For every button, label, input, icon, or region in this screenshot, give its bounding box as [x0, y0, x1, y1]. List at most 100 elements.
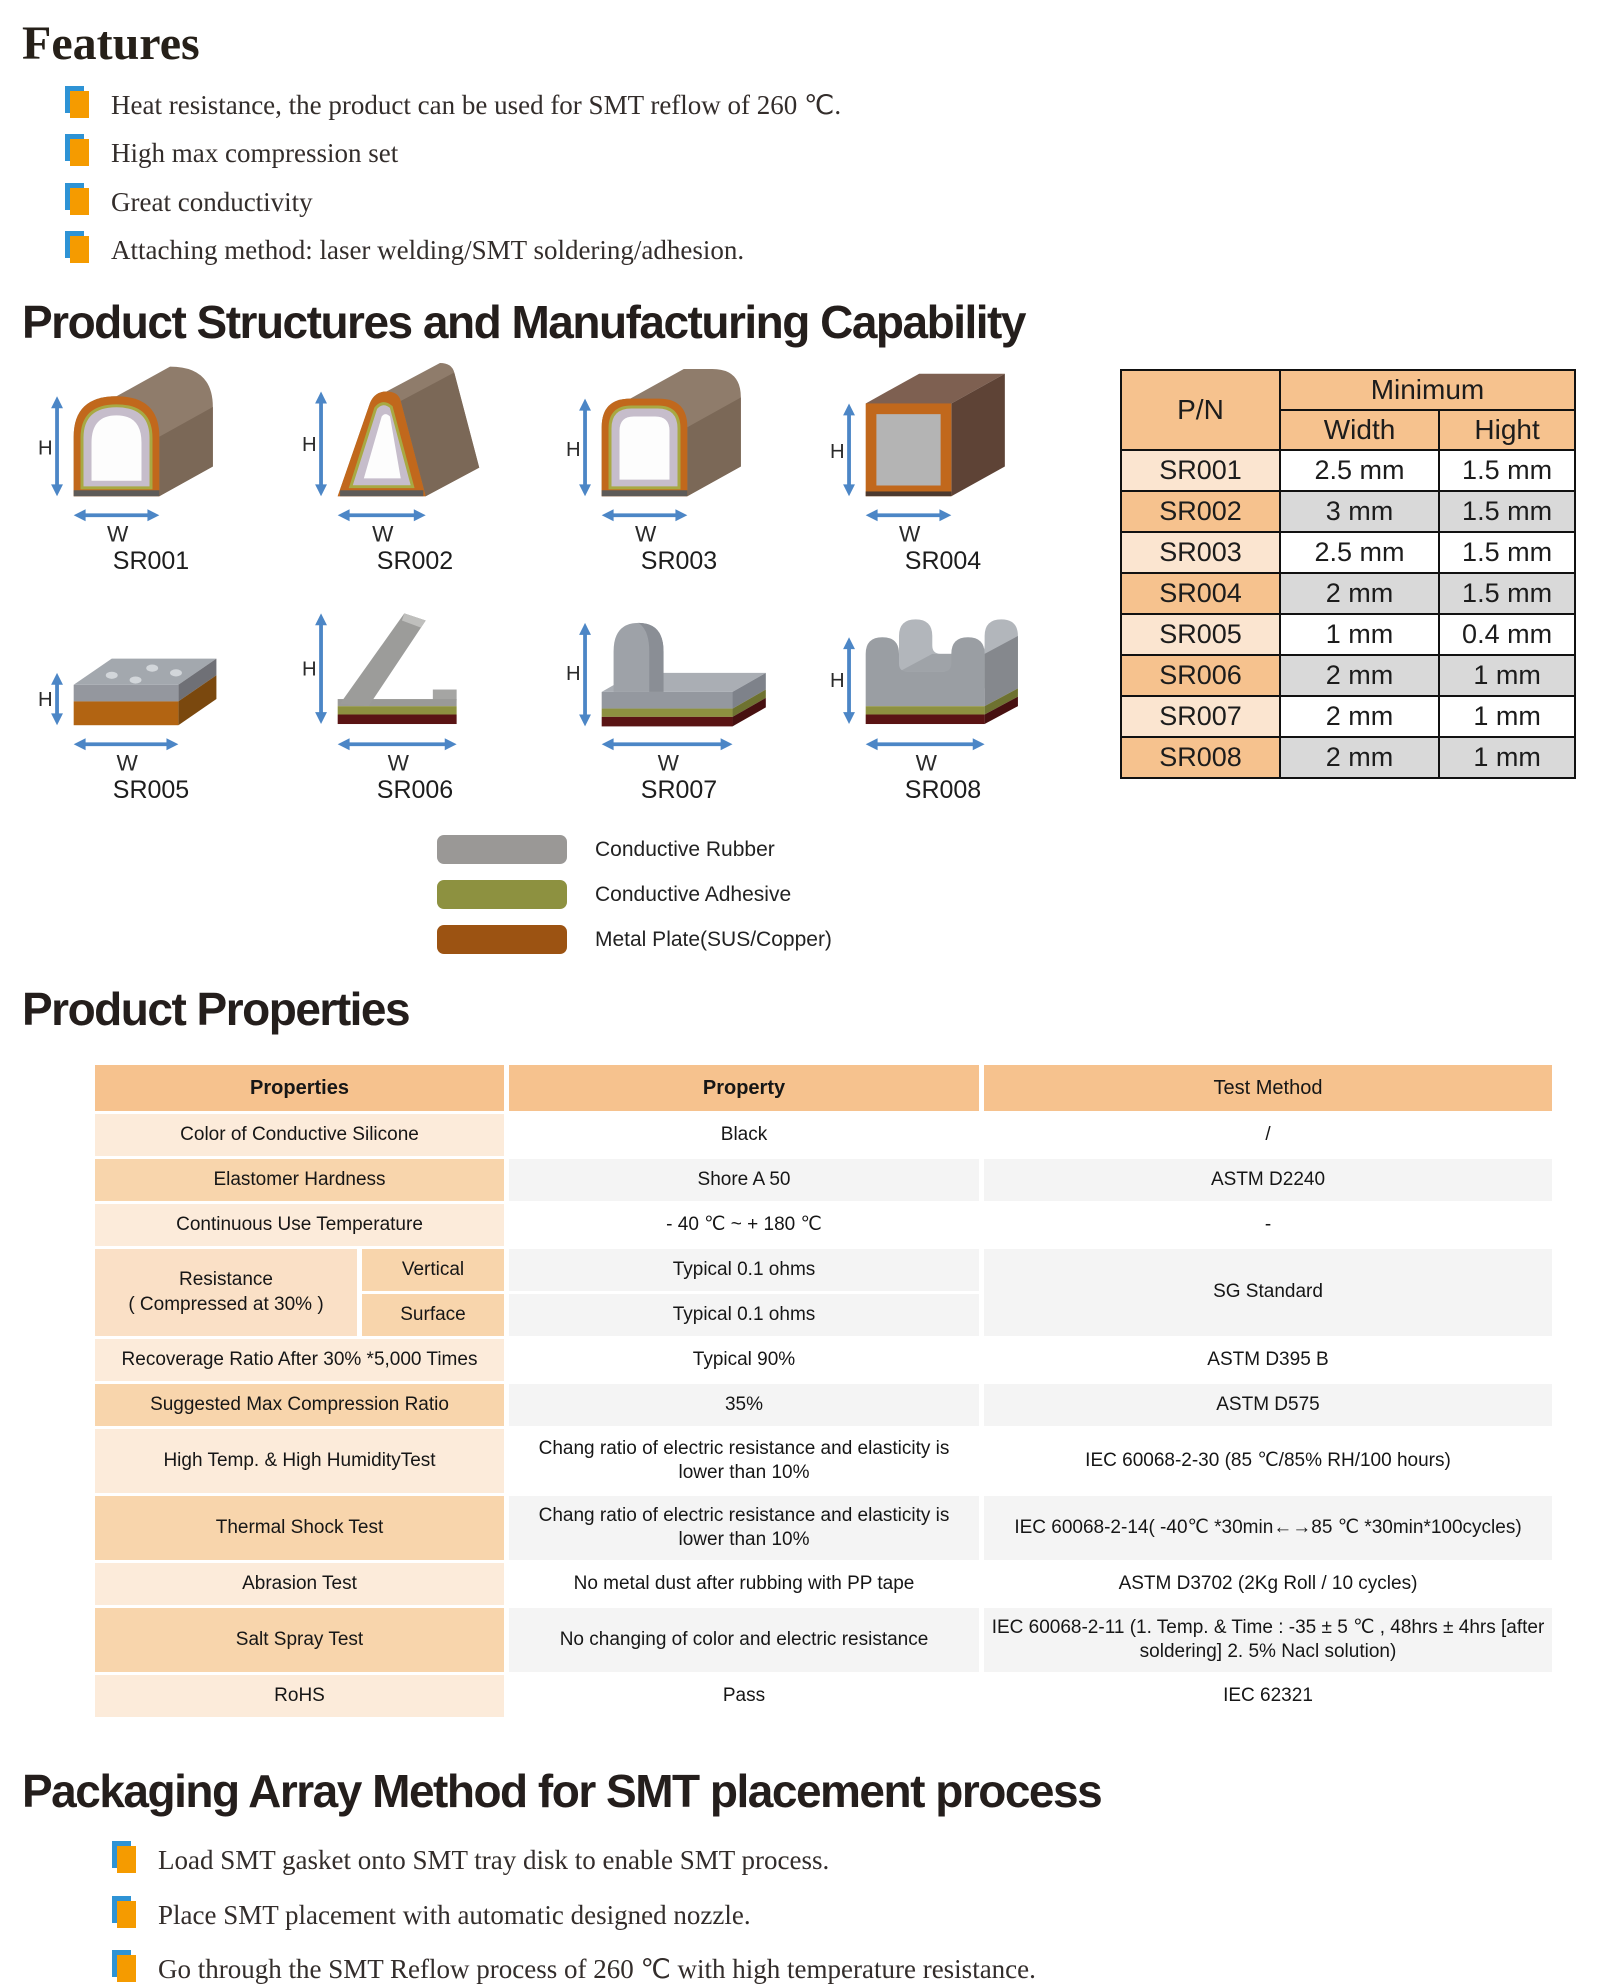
product-label: SR003	[640, 546, 718, 575]
properties-header: Properties	[95, 1065, 504, 1112]
bullet-square-icon	[65, 231, 89, 264]
structures-title: Product Structures and Manufacturing Cap…	[22, 295, 1026, 348]
dim-h-label: H	[38, 437, 53, 459]
features-list: Heat resistance, the product can be used…	[22, 86, 1576, 267]
minimum-size-table: P/N Minimum Width Hight SR001 2.5 mm 1.5…	[1120, 368, 1577, 779]
pn-cell: SR001	[1120, 448, 1281, 492]
pn-cell: SR002	[1120, 489, 1281, 533]
prop-test: SG Standard	[984, 1249, 1552, 1337]
props-row: Thermal Shock Test Chang ratio of electr…	[95, 1496, 1552, 1561]
width-cell: 2 mm	[1278, 735, 1441, 779]
prop-subname: Vertical	[362, 1249, 504, 1292]
hight-cell: 1 mm	[1438, 653, 1576, 697]
hight-header: Hight	[1438, 408, 1576, 451]
dim-h-label: H	[566, 663, 581, 685]
width-cell: 3 mm	[1278, 489, 1441, 533]
prop-name: High Temp. & High HumidityTest	[95, 1429, 504, 1494]
minimum-size-table-wrap: P/N Minimum Width Hight SR001 2.5 mm 1.5…	[1120, 368, 1577, 779]
table-row: SR003 2.5 mm 1.5 mm	[1120, 530, 1576, 574]
packaging-item: Place SMT placement with automatic desig…	[112, 1895, 1576, 1931]
product-label: SR006	[376, 776, 454, 805]
feature-text: High max compression set	[111, 138, 399, 169]
resistance-label-line2: ( Compressed at 30% )	[128, 1293, 324, 1315]
properties-table-wrap: Properties Property Test Method Color of…	[90, 1062, 1576, 1720]
property-header: Property	[509, 1065, 979, 1112]
prop-name: Suggested Max Compression Ratio	[95, 1384, 504, 1427]
width-cell: 1 mm	[1278, 612, 1441, 656]
product-label: SR005	[112, 776, 190, 805]
props-row: Abrasion Test No metal dust after rubbin…	[95, 1563, 1552, 1606]
packaging-item: Load SMT gasket onto SMT tray disk to en…	[112, 1841, 1576, 1876]
legend-label: Metal Plate(SUS/Copper)	[595, 927, 832, 951]
props-header-row: Properties Property Test Method	[95, 1065, 1552, 1112]
minimum-header: Minimum	[1278, 368, 1577, 411]
width-cell: 2.5 mm	[1278, 448, 1441, 492]
sr002-illustration: H W	[302, 362, 480, 546]
product-card-sr004: H W SR004	[814, 363, 1072, 576]
product-card-sr002: H W SR002	[286, 362, 544, 576]
bullet-square-icon	[112, 1895, 136, 1928]
prop-value: - 40 ℃ ~ + 180 ℃	[509, 1204, 979, 1247]
product-label: SR007	[640, 776, 718, 805]
width-header: Width	[1278, 408, 1441, 451]
table-subheader-row: Width Hight	[1121, 408, 1576, 451]
prop-name-resistance: Resistance ( Compressed at 30% )	[95, 1249, 357, 1337]
table-row: SR006 2 mm 1 mm	[1120, 653, 1576, 697]
product-label: SR001	[112, 546, 190, 575]
feature-item: Great conductivity	[65, 182, 1576, 218]
dim-h-label: H	[302, 434, 317, 456]
dim-w-label: W	[916, 750, 938, 775]
sr008-illustration: H W	[830, 619, 1018, 775]
hight-cell: 1.5 mm	[1438, 489, 1576, 533]
legend-label: Conductive Rubber	[595, 837, 775, 861]
prop-value: No metal dust after rubbing with PP tape	[509, 1563, 979, 1606]
dim-w-label: W	[658, 750, 680, 775]
material-legend: Conductive Rubber Conductive Adhesive Me…	[437, 835, 1576, 955]
prop-value: 35%	[509, 1384, 979, 1427]
prop-test: ASTM D3702 (2Kg Roll / 10 cycles)	[984, 1563, 1552, 1606]
prop-subname: Surface	[362, 1294, 504, 1337]
pn-cell: SR003	[1120, 530, 1281, 574]
product-label: SR002	[376, 546, 454, 575]
props-row-resistance-surface: Surface Typical 0.1 ohms	[95, 1294, 1552, 1337]
prop-name: RoHS	[95, 1675, 504, 1718]
props-row: RoHS Pass IEC 62321	[95, 1675, 1552, 1718]
prop-name: Color of Conductive Silicone	[95, 1114, 504, 1157]
product-grid: H W SR001 H	[22, 362, 1092, 806]
bullet-square-icon	[65, 182, 89, 215]
properties-table: Properties Property Test Method Color of…	[90, 1062, 1557, 1720]
table-row: SR007 2 mm 1 mm	[1120, 694, 1576, 738]
packaging-item: Go through the SMT Reflow process of 260…	[112, 1950, 1576, 1985]
legend-row: Conductive Rubber	[437, 835, 1576, 865]
width-cell: 2 mm	[1278, 694, 1441, 738]
table-row: SR004 2 mm 1.5 mm	[1120, 571, 1576, 615]
hight-cell: 1 mm	[1438, 694, 1576, 738]
bullet-square-icon	[112, 1841, 136, 1874]
structures-body: H W SR001 H	[22, 362, 1577, 806]
prop-test: /	[984, 1114, 1552, 1157]
prop-test: IEC 62321	[984, 1675, 1552, 1718]
hight-cell: 1.5 mm	[1438, 448, 1576, 492]
table-row: SR002 3 mm 1.5 mm	[1120, 489, 1576, 533]
prop-name: Recoverage Ratio After 30% *5,000 Times	[95, 1339, 504, 1382]
prop-test: ASTM D575	[984, 1384, 1552, 1427]
prop-value: No changing of color and electric resist…	[509, 1608, 979, 1673]
product-card-sr007: H W SR007	[550, 592, 808, 805]
prop-value: Typical 0.1 ohms	[509, 1294, 979, 1337]
pn-header: P/N	[1120, 368, 1281, 451]
prop-value: Chang ratio of electric resistance and e…	[509, 1429, 979, 1494]
feature-text: Heat resistance, the product can be used…	[111, 90, 842, 120]
product-label: SR004	[904, 546, 982, 575]
conductive-adhesive-swatch	[437, 880, 567, 910]
prop-test: IEC 60068-2-14( -40℃ *30min←→85 ℃ *30min…	[984, 1496, 1552, 1561]
sr001-illustration: H W	[38, 366, 213, 546]
prop-value: Typical 90%	[509, 1339, 979, 1382]
pn-cell: SR005	[1120, 612, 1281, 656]
dim-h-label: H	[566, 438, 581, 460]
pn-cell: SR007	[1120, 694, 1281, 738]
prop-name: Elastomer Hardness	[95, 1159, 504, 1202]
feature-item: Heat resistance, the product can be used…	[65, 86, 1576, 121]
props-row-resistance-vertical: Resistance ( Compressed at 30% ) Vertica…	[95, 1249, 1552, 1337]
product-card-sr006: H W SR006	[286, 592, 544, 805]
packaging-text: Go through the SMT Reflow process of 260…	[158, 1954, 1036, 1985]
